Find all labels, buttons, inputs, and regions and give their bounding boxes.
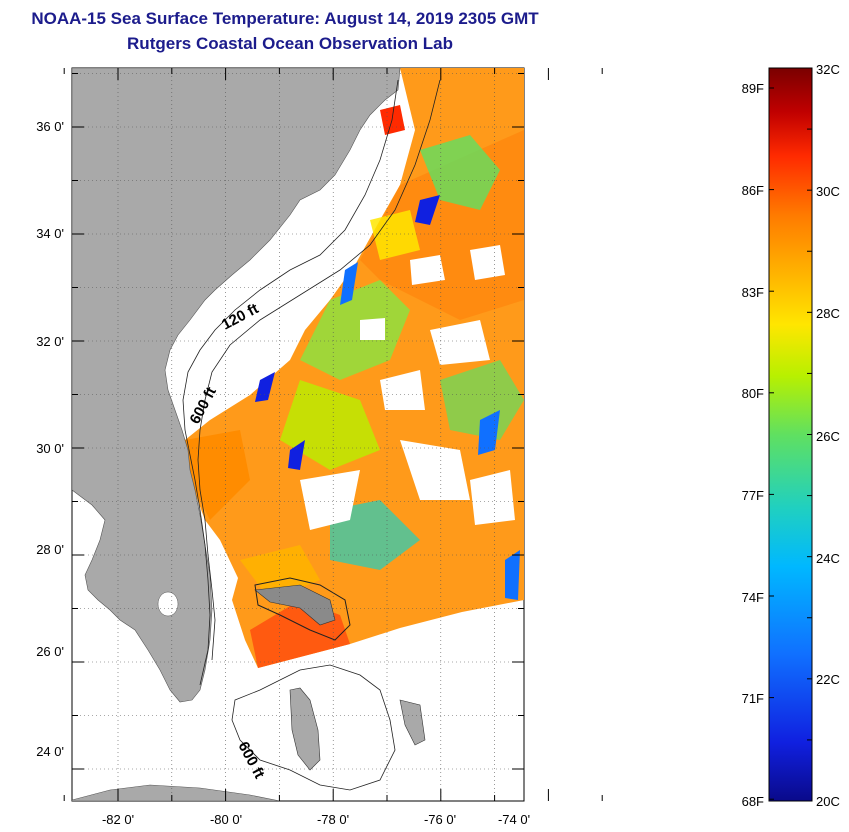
lat-label-26: 26 0': [36, 644, 64, 659]
cb-label-32c: 32C: [816, 62, 840, 77]
cb-label-80f: 80F: [742, 386, 764, 401]
lon-label-80: -80 0': [210, 812, 242, 827]
contour-bahamas-inner: [254, 577, 351, 641]
lon-label-74: -74 0': [498, 812, 530, 827]
cb-label-22c: 22C: [816, 672, 840, 687]
lat-label-28: 28 0': [36, 542, 64, 557]
lat-label-32: 32 0': [36, 334, 64, 349]
bahamas-andros: [289, 687, 321, 771]
cb-label-86f: 86F: [742, 183, 764, 198]
cb-label-24c: 24C: [816, 551, 840, 566]
lon-label-78: -78 0': [317, 812, 349, 827]
us-landmass: [72, 68, 401, 703]
axis-ticks: [63, 68, 603, 801]
lake-okeechobee: [157, 591, 179, 617]
lat-label-34: 34 0': [36, 226, 64, 241]
contour-bahamas: [231, 664, 396, 791]
lon-label-76: -76 0': [424, 812, 456, 827]
cb-label-30c: 30C: [816, 184, 840, 199]
cb-label-20c: 20C: [816, 794, 840, 809]
map-subtitle: Rutgers Coastal Ocean Observation Lab: [127, 34, 453, 53]
cb-label-89f: 89F: [742, 81, 764, 96]
contour-120ft: [182, 79, 399, 686]
cuba-landmass: [72, 784, 281, 801]
cb-label-68f: 68F: [742, 794, 764, 809]
bahamas-eleuthera: [399, 699, 426, 746]
cb-label-77f: 77F: [742, 488, 764, 503]
cb-label-28c: 28C: [816, 306, 840, 321]
cb-label-26c: 26C: [816, 429, 840, 444]
cb-label-74f: 74F: [742, 590, 764, 605]
map-title: NOAA-15 Sea Surface Temperature: August …: [31, 9, 539, 28]
lat-label-36: 36 0': [36, 119, 64, 134]
colorbar: [768, 67, 813, 802]
lat-label-30: 30 0': [36, 441, 64, 456]
cb-label-71f: 71F: [742, 691, 764, 706]
lon-label-82: -82 0': [102, 812, 134, 827]
bahamas-grand-bahama: [254, 584, 336, 626]
colorbar-ticks: [769, 67, 812, 802]
grid-lines: [72, 68, 524, 801]
lat-label-24: 24 0': [36, 744, 64, 759]
cb-label-83f: 83F: [742, 285, 764, 300]
